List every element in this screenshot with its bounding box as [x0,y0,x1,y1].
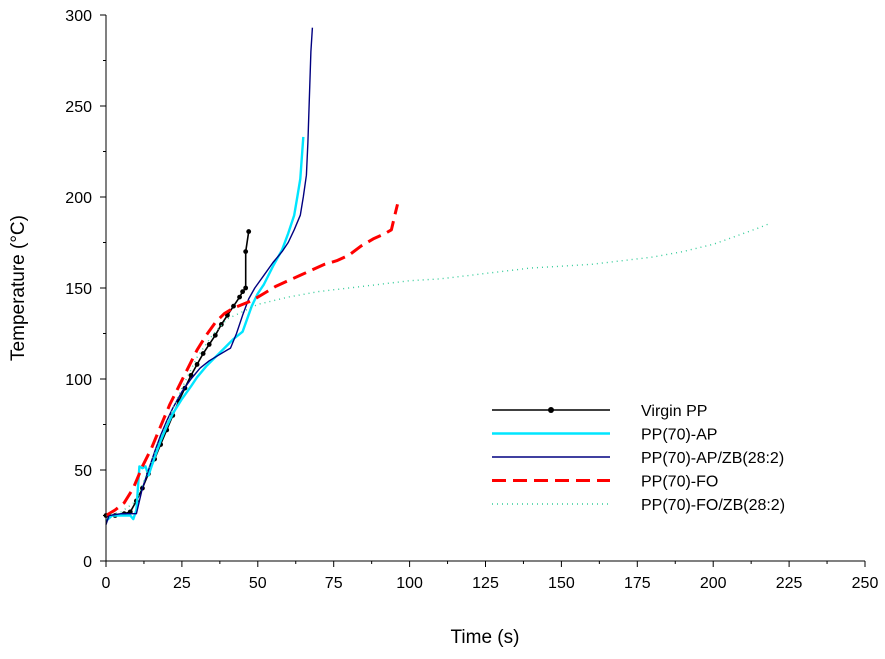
data-point [246,229,252,234]
series-layer [103,27,769,525]
data-point [200,351,206,356]
y-tick-label: 0 [83,554,92,571]
data-point [206,342,212,347]
x-tick-label: 200 [700,575,727,592]
x-axis-label: Time (s) [451,627,520,648]
series-line-2 [105,27,314,525]
data-point [243,285,249,291]
data-point [194,362,200,367]
x-tick-label: 75 [325,575,343,592]
data-point [237,294,242,300]
x-tick-label: 250 [852,575,879,592]
y-tick-label: 50 [74,463,92,480]
legend-label: PP(70)-FO/ZB(28:2) [641,497,785,514]
x-tick-label: 150 [548,575,575,592]
series-line-0 [106,231,250,517]
data-point [240,289,246,295]
data-point [218,322,224,327]
y-axis-label: Temperature (°C) [8,215,29,361]
data-point [212,332,218,338]
x-tick-label: 225 [776,575,803,592]
legend-label: PP(70)-AP [641,427,717,444]
x-tick-label: 175 [624,575,651,592]
x-tick-label: 0 [102,575,111,592]
series-line-1 [105,136,305,522]
y-tick-label: 150 [65,281,92,298]
x-tick-label: 100 [396,575,423,592]
x-tick-label: 25 [173,575,191,592]
legend-label: PP(70)-AP/ZB(28:2) [641,450,784,467]
legend-marker [548,407,554,413]
legend: Virgin PP PP(70)-AP PP(70)-AP/ZB(28:2) PP(7… [492,403,785,514]
ticks-layer: 0 25 50 75 100 125 150 175 200 225 250 0 50 100 150 200… [65,8,878,592]
y-tick-label: 100 [65,372,92,389]
data-point [231,303,236,309]
x-tick-label: 50 [249,575,267,592]
legend-label: PP(70)-FO [641,474,718,491]
series-line-3 [105,203,399,517]
data-point [243,249,249,255]
y-tick-label: 250 [65,99,92,116]
legend-label: Virgin PP [641,403,707,420]
series-line-4 [105,223,769,517]
x-tick-label: 125 [472,575,499,592]
axes-layer [105,15,865,562]
y-tick-label: 200 [65,190,92,207]
y-tick-label: 300 [65,8,92,25]
